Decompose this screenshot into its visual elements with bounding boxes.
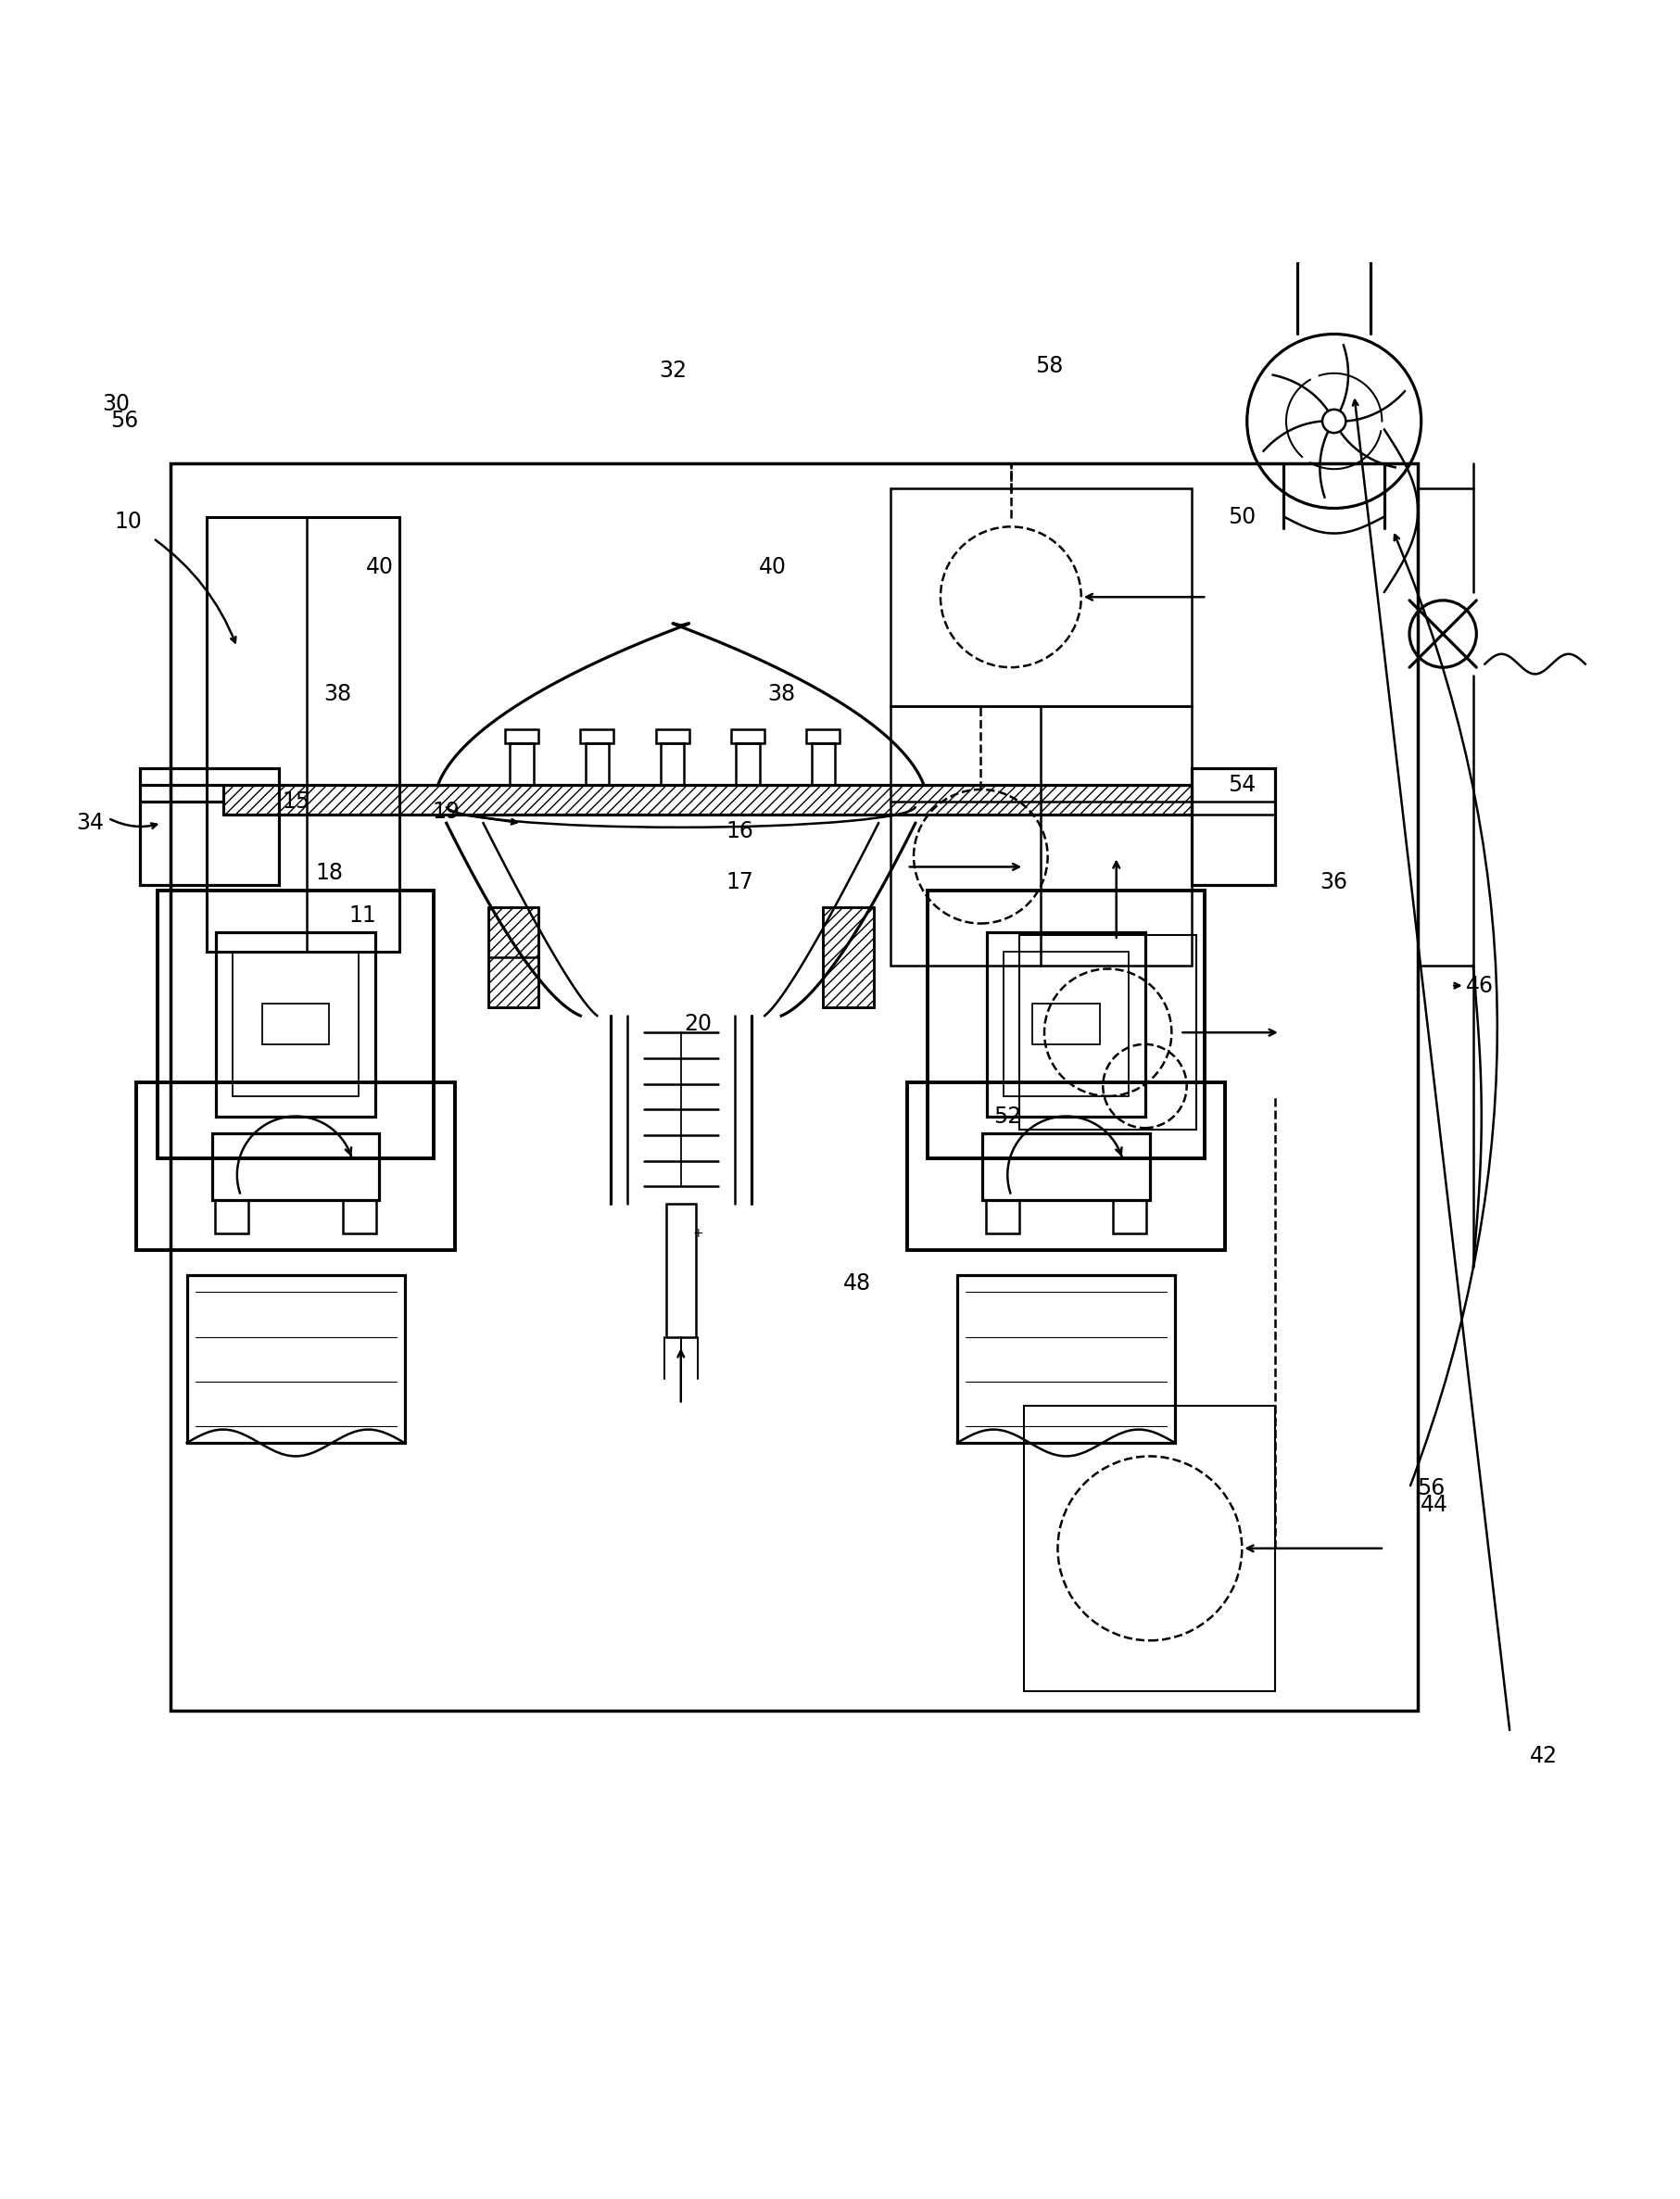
Text: 32: 32 (659, 361, 687, 383)
Bar (907, 1082, 1225, 1251)
Bar (655, 730, 689, 743)
Bar (1020, 935, 1196, 1130)
Bar (343, 1201, 376, 1234)
Text: 15: 15 (282, 789, 309, 811)
Bar (986, 932, 1146, 1117)
Bar (207, 517, 400, 952)
Bar (170, 464, 1418, 1711)
Text: 34: 34 (76, 811, 104, 833)
Bar (958, 1275, 1174, 1443)
Bar (158, 891, 433, 1159)
Bar (136, 1082, 455, 1251)
Text: 40: 40 (759, 556, 786, 578)
Text: 52: 52 (993, 1106, 1021, 1128)
Bar (489, 906, 539, 1007)
Bar (927, 891, 1205, 1159)
Bar (1003, 952, 1129, 1095)
Bar (665, 1203, 696, 1337)
Text: 40: 40 (366, 556, 393, 578)
Bar (489, 906, 539, 1007)
Bar (890, 488, 1191, 706)
Bar (660, 743, 684, 785)
Text: 48: 48 (843, 1273, 870, 1295)
Bar (580, 730, 613, 743)
Bar (1033, 1005, 1100, 1045)
Text: 58: 58 (1035, 354, 1063, 376)
Text: 19: 19 (432, 800, 460, 822)
Bar (511, 743, 534, 785)
Bar (1025, 1405, 1275, 1691)
Bar (234, 952, 358, 1095)
Bar (212, 1132, 380, 1201)
Text: 56: 56 (1418, 1478, 1445, 1500)
Text: 44: 44 (1421, 1493, 1448, 1515)
Text: 50: 50 (1228, 506, 1257, 528)
Bar (215, 1201, 249, 1234)
Bar (217, 932, 375, 1117)
Bar (986, 1201, 1020, 1234)
Text: 56: 56 (111, 409, 139, 433)
Text: 54: 54 (1228, 774, 1257, 796)
Text: 30: 30 (102, 394, 131, 416)
Text: 17: 17 (726, 871, 753, 893)
Text: 16: 16 (726, 820, 753, 842)
Bar (186, 1275, 405, 1443)
Text: 38: 38 (768, 684, 795, 706)
Bar (1114, 1201, 1146, 1234)
Bar (585, 743, 608, 785)
Bar (736, 743, 759, 785)
Circle shape (1322, 409, 1346, 433)
Bar (823, 906, 874, 1007)
Bar (823, 906, 874, 1007)
Text: 10: 10 (114, 510, 143, 532)
Bar (262, 1005, 329, 1045)
Bar (983, 1132, 1149, 1201)
Text: 18: 18 (316, 862, 343, 884)
Text: 38: 38 (324, 684, 351, 706)
Text: +: + (692, 1227, 702, 1240)
Bar (1191, 767, 1275, 886)
Text: 46: 46 (1467, 974, 1494, 996)
Bar (223, 785, 1191, 816)
Bar (506, 730, 539, 743)
Text: 36: 36 (1320, 871, 1347, 893)
Bar (806, 730, 840, 743)
Text: 20: 20 (684, 1014, 712, 1036)
Text: 11: 11 (349, 904, 376, 926)
Bar (731, 730, 764, 743)
Bar (890, 706, 1191, 965)
Text: 42: 42 (1529, 1746, 1557, 1768)
Bar (139, 767, 279, 886)
Bar (811, 743, 835, 785)
